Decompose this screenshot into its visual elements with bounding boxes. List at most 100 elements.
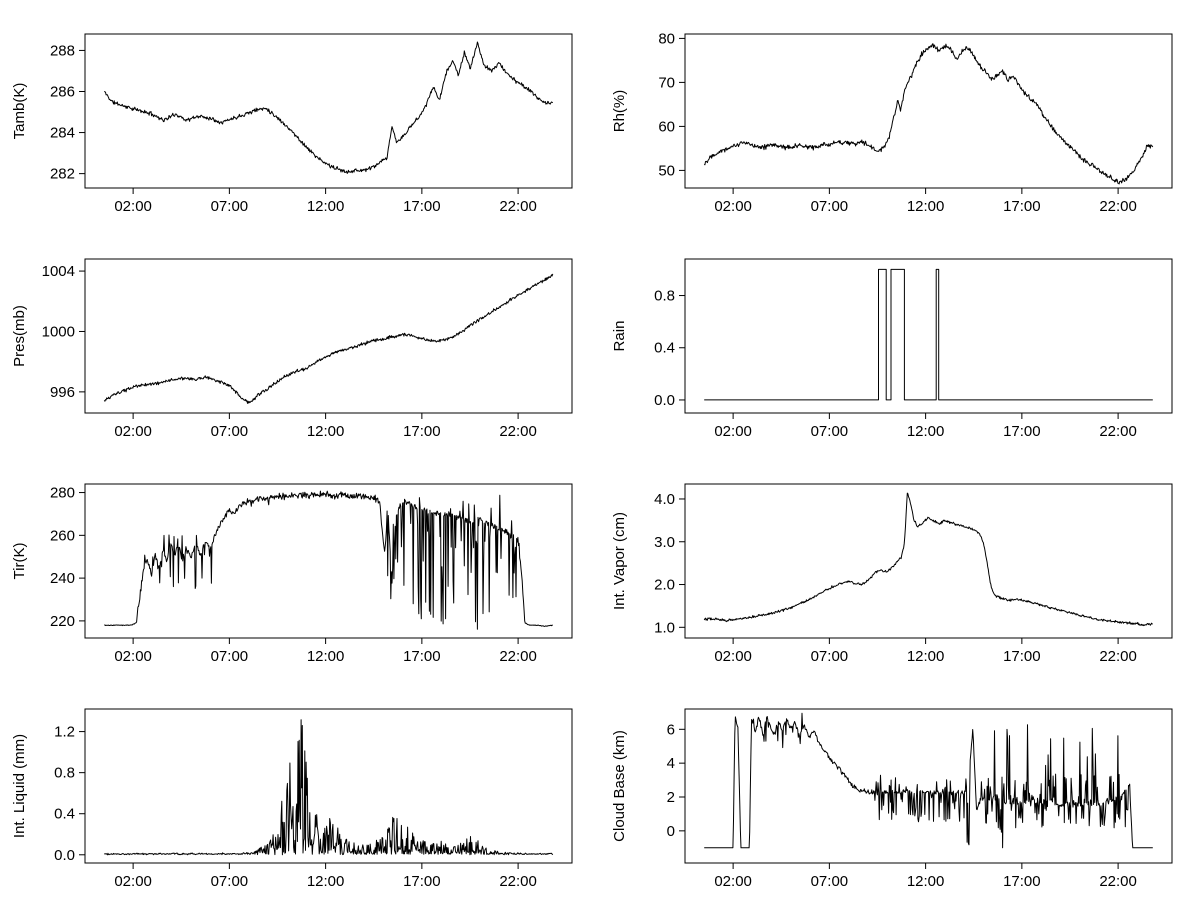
- x-tick-label: 22:00: [499, 423, 537, 440]
- rh-data-line: [703, 43, 1154, 185]
- tir-data-line: [104, 490, 553, 630]
- x-tick-label: 17:00: [403, 198, 441, 215]
- x-tick-label: 07:00: [811, 423, 849, 440]
- plot-box: [84, 708, 573, 864]
- y-tick-label: 0: [667, 823, 675, 840]
- plot-box: [684, 483, 1173, 639]
- plot-box: [84, 483, 573, 639]
- plot-box: [684, 33, 1173, 189]
- y-tick-label: 240: [50, 570, 75, 587]
- plot-box: [684, 258, 1173, 414]
- x-tick-label: 12:00: [907, 873, 945, 890]
- liquid-data-line: [104, 719, 554, 856]
- y-axis-title: Rain: [611, 321, 628, 352]
- x-tick-label: 17:00: [1003, 423, 1041, 440]
- y-tick-label: 50: [658, 162, 675, 179]
- x-tick-label: 07:00: [811, 648, 849, 665]
- x-tick-label: 22:00: [499, 873, 537, 890]
- y-tick-label: 286: [50, 83, 75, 100]
- y-tick-label: 4: [667, 755, 675, 772]
- x-tick-label: 02:00: [714, 423, 752, 440]
- x-tick-label: 17:00: [1003, 648, 1041, 665]
- x-tick-label: 12:00: [907, 198, 945, 215]
- y-tick-label: 1.0: [654, 619, 675, 636]
- tamb-data-line: [103, 41, 554, 174]
- y-tick-label: 288: [50, 42, 75, 59]
- panel-liquid: 02:00 07:00 12:00 17:00 22:00 0.0 0.4 0.8 1.2 Int…: [11, 708, 573, 890]
- x-tick-label: 02:00: [114, 423, 152, 440]
- x-tick-label: 07:00: [211, 648, 249, 665]
- y-axis-title: Int. Vapor (cm): [611, 512, 628, 610]
- x-tick-label: 22:00: [499, 198, 537, 215]
- y-tick-label: 1000: [42, 323, 75, 340]
- y-tick-label: 1.2: [54, 724, 75, 741]
- y-tick-label: 260: [50, 527, 75, 544]
- x-tick-label: 22:00: [1099, 423, 1137, 440]
- panel-rh: 02:00 07:00 12:00 17:00 22:00 50 60 70 80 Rh(%): [611, 30, 1173, 215]
- x-tick-label: 02:00: [114, 198, 152, 215]
- vapor-data-line: [703, 492, 1153, 627]
- x-tick-label: 02:00: [114, 648, 152, 665]
- y-tick-label: 60: [658, 118, 675, 135]
- y-tick-label: 0.0: [54, 847, 75, 864]
- x-tick-label: 07:00: [211, 873, 249, 890]
- x-tick-label: 17:00: [1003, 198, 1041, 215]
- x-tick-label: 02:00: [714, 198, 752, 215]
- panel-vapor: 02:00 07:00 12:00 17:00 22:00 1.0 2.0 3.0 4.0 Int…: [611, 483, 1173, 665]
- y-tick-label: 70: [658, 74, 675, 91]
- x-tick-label: 07:00: [811, 873, 849, 890]
- x-tick-label: 12:00: [307, 198, 345, 215]
- y-tick-label: 3.0: [654, 534, 675, 551]
- x-tick-label: 12:00: [907, 423, 945, 440]
- x-tick-label: 12:00: [307, 873, 345, 890]
- x-tick-label: 02:00: [714, 648, 752, 665]
- y-tick-label: 4.0: [654, 491, 675, 508]
- y-tick-label: 280: [50, 485, 75, 502]
- y-tick-label: 1004: [42, 263, 75, 280]
- y-tick-label: 282: [50, 166, 75, 183]
- x-tick-label: 02:00: [114, 873, 152, 890]
- y-tick-label: 80: [658, 30, 675, 47]
- rain-data-line: [704, 268, 1153, 401]
- x-tick-label: 22:00: [1099, 873, 1137, 890]
- x-tick-label: 22:00: [1099, 198, 1137, 215]
- x-tick-label: 22:00: [499, 648, 537, 665]
- plot-box: [84, 33, 573, 189]
- x-tick-label: 12:00: [907, 648, 945, 665]
- x-tick-label: 17:00: [403, 648, 441, 665]
- y-tick-label: 284: [50, 125, 75, 142]
- y-axis-title: Tamb(K): [11, 83, 28, 140]
- panel-pres: 02:00 07:00 12:00 17:00 22:00 996 1000 1004 Pres…: [11, 258, 573, 440]
- y-axis-title: Rh(%): [611, 90, 628, 133]
- y-tick-label: 0.8: [54, 765, 75, 782]
- y-tick-label: 0.4: [54, 806, 75, 823]
- cloud-data-line: [704, 712, 1153, 849]
- y-axis-title: Int. Liquid (mm): [11, 734, 28, 838]
- x-tick-label: 07:00: [211, 423, 249, 440]
- plot-box: [84, 258, 573, 414]
- x-tick-label: 12:00: [307, 423, 345, 440]
- x-tick-label: 17:00: [1003, 873, 1041, 890]
- panel-tamb: 02:00 07:00 12:00 17:00 22:00 282 284 286 288 Tam…: [11, 33, 573, 215]
- x-tick-label: 22:00: [1099, 648, 1137, 665]
- y-tick-label: 220: [50, 613, 75, 630]
- y-axis-title: Tir(K): [11, 543, 28, 580]
- pres-data-line: [103, 273, 554, 404]
- y-tick-label: 2.0: [654, 577, 675, 594]
- y-tick-label: 6: [667, 721, 675, 738]
- panel-rain: 02:00 07:00 12:00 17:00 22:00 0.0 0.4 0.8 Rain: [611, 258, 1173, 440]
- y-axis-title: Cloud Base (km): [611, 730, 628, 842]
- x-tick-label: 17:00: [403, 873, 441, 890]
- y-tick-label: 0.8: [654, 288, 675, 305]
- y-tick-label: 996: [50, 384, 75, 401]
- y-tick-label: 0.0: [654, 392, 675, 409]
- plot-box: [684, 708, 1173, 864]
- x-tick-label: 07:00: [211, 198, 249, 215]
- x-tick-label: 07:00: [811, 198, 849, 215]
- panel-tir: 02:00 07:00 12:00 17:00 22:00 220 240 260 280 Tir…: [11, 483, 573, 665]
- x-tick-label: 12:00: [307, 648, 345, 665]
- y-tick-label: 0.4: [654, 340, 675, 357]
- x-tick-label: 02:00: [714, 873, 752, 890]
- panel-cloud: 02:00 07:00 12:00 17:00 22:00 0 2 4 6 Cloud Base …: [611, 708, 1173, 890]
